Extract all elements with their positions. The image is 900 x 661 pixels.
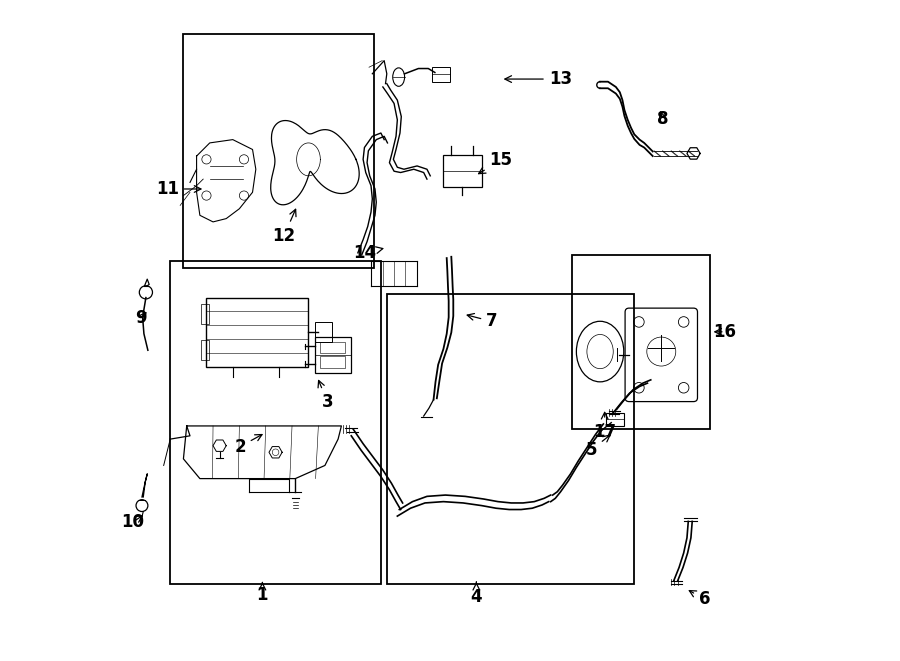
- Bar: [572, 254, 710, 429]
- Bar: [315, 323, 331, 342]
- Text: 17: 17: [593, 412, 616, 441]
- Text: 6: 6: [689, 590, 710, 608]
- Text: 10: 10: [121, 513, 144, 531]
- Text: 2: 2: [234, 434, 262, 455]
- Text: 9: 9: [136, 309, 148, 327]
- Text: 16: 16: [714, 323, 736, 341]
- Bar: [320, 356, 346, 368]
- Bar: [206, 297, 309, 367]
- Text: 7: 7: [467, 313, 498, 330]
- Text: 8: 8: [657, 110, 669, 128]
- Bar: [320, 342, 346, 353]
- Text: 15: 15: [479, 151, 512, 174]
- Bar: [388, 294, 634, 584]
- Bar: [202, 304, 209, 324]
- Text: 1: 1: [256, 583, 268, 603]
- Bar: [170, 261, 381, 584]
- Text: 3: 3: [318, 381, 333, 411]
- Bar: [315, 337, 351, 373]
- Bar: [202, 340, 209, 360]
- Text: 11: 11: [156, 180, 201, 198]
- Text: 14: 14: [353, 244, 382, 262]
- Text: 5: 5: [586, 435, 610, 459]
- Text: 12: 12: [273, 210, 296, 245]
- Bar: [444, 155, 482, 187]
- Polygon shape: [184, 426, 341, 479]
- Text: 4: 4: [471, 582, 482, 605]
- Bar: [432, 67, 450, 82]
- Bar: [606, 412, 625, 426]
- Text: 13: 13: [505, 70, 572, 88]
- Bar: [184, 34, 374, 268]
